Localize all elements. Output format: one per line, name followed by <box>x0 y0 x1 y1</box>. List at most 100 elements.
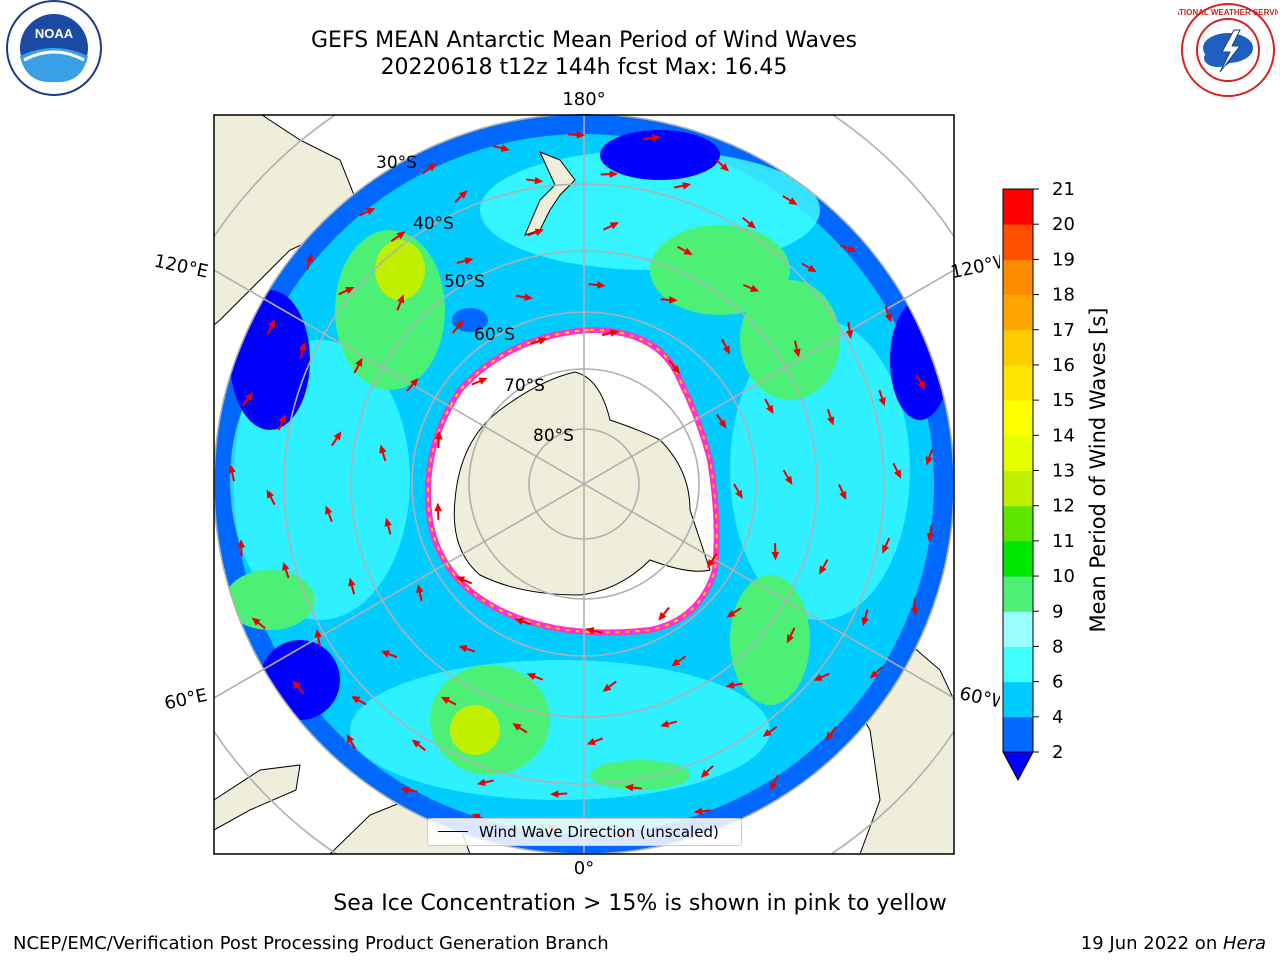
colorbar-tick-label: 15 <box>1052 390 1075 411</box>
lon-label-180: 180° <box>562 89 605 110</box>
wind-arrow-head <box>786 634 794 644</box>
wind-arrow-head <box>455 319 464 329</box>
legend-label: Wind Wave Direction (unscaled) <box>479 823 719 841</box>
wind-arrow-head <box>839 490 847 501</box>
wind-arrow-head <box>586 738 596 746</box>
wind-arrow-head <box>476 778 486 787</box>
wind-arrow-head <box>683 247 693 256</box>
colorbar-tick-label: 16 <box>1052 355 1075 376</box>
wind-arrow-head <box>602 683 612 692</box>
wind-arrow-head <box>725 681 735 689</box>
wind-arrow-head <box>682 182 692 190</box>
wind-arrow-head <box>292 680 301 690</box>
wind-arrow-head <box>526 673 536 681</box>
colorbar-segment <box>1003 259 1033 296</box>
sea-ice-caption: Sea Ice Concentration > 15% is shown in … <box>333 891 947 916</box>
wind-arrow-head <box>766 404 774 414</box>
wind-arrow-head <box>735 489 743 499</box>
lat-label-80s: 80°S <box>533 426 574 446</box>
wind-arrow-head <box>228 464 236 474</box>
wind-arrow-head <box>926 532 934 542</box>
footer-credit: NCEP/EMC/Verification Post Processing Pr… <box>13 933 609 954</box>
wind-arrow-head <box>819 565 827 575</box>
lon-label-0: 0° <box>574 858 594 879</box>
lat-label-40s: 40°S <box>413 214 454 234</box>
wind-arrow-head <box>624 783 634 792</box>
wind-arrow-head <box>861 617 869 627</box>
wind-arrow-head <box>747 220 756 229</box>
lat-label-30s: 30°S <box>376 153 417 173</box>
footer-date: 19 Jun 2022 on Hera <box>1081 933 1266 954</box>
wind-arrow-head <box>282 561 290 571</box>
wind-arrow-head <box>434 502 442 512</box>
wind-arrow-head <box>245 392 254 402</box>
lon-label-120e: 120°E <box>152 251 210 283</box>
wind-arrow-head <box>333 431 342 441</box>
legend-line-sample <box>438 831 468 832</box>
lat-label-50s: 50°S <box>444 272 485 292</box>
wind-arrow-head <box>416 584 424 594</box>
wind-arrow-head <box>917 380 926 390</box>
lat-label-70s: 70°S <box>504 376 545 396</box>
wind-arrow-head <box>514 617 524 625</box>
wind-arrow-head <box>379 444 387 454</box>
wind-arrow-head <box>538 337 548 345</box>
wind-arrow-head <box>651 134 661 142</box>
wind-arrow-head <box>884 313 892 323</box>
wind-arrow-head <box>355 357 363 367</box>
colorbar-segment <box>1003 294 1033 331</box>
wind-arrow-head <box>813 673 823 681</box>
wind-arrow-head <box>237 539 246 548</box>
colorbar-tick-label: 14 <box>1052 425 1075 446</box>
wind-arrow-head <box>845 330 854 340</box>
wind-arrow-head <box>314 629 322 638</box>
wind-arrow-head <box>396 231 406 240</box>
wind-arrow-head <box>668 296 678 304</box>
wind-arrow-head <box>366 208 376 216</box>
wind-arrow-head <box>512 723 522 731</box>
wind-arrow-head <box>788 197 798 205</box>
colorbar-tick-label: 2 <box>1052 742 1063 763</box>
wind-arrow-head <box>609 329 619 337</box>
wind-arrow-head <box>325 505 333 515</box>
wind-arrow-head <box>707 558 715 568</box>
colorbar-segment <box>1003 400 1033 436</box>
wind-arrow-head <box>524 293 534 301</box>
nws-logo-text: NATIONAL WEATHER SERVICE <box>1178 8 1278 17</box>
colorbar-segment <box>1003 646 1033 683</box>
colorbar-tick-label: 18 <box>1052 285 1075 306</box>
colorbar-tick-label: 21 <box>1052 179 1075 200</box>
wind-arrow-head <box>576 131 586 139</box>
wind-arrow-head <box>464 257 474 265</box>
wind-arrow-head <box>726 609 736 618</box>
colorbar-tick-label: 17 <box>1052 320 1075 341</box>
wind-arrow-head <box>427 163 437 172</box>
wind-arrow-head <box>609 170 619 178</box>
lon-label-60w: 60°W <box>958 683 1000 714</box>
wind-arrow-head <box>911 607 919 616</box>
wind-arrow-head <box>534 228 544 236</box>
wind-arrow-head <box>411 739 421 748</box>
chart-title: GEFS MEAN Antarctic Mean Period of Wind … <box>311 28 857 53</box>
wind-arrow-head <box>784 475 793 485</box>
wind-arrow-head <box>847 245 857 253</box>
colorbar-segment <box>1003 505 1033 542</box>
colorbar-under-triangle <box>1002 751 1034 782</box>
wind-arrow-head <box>825 731 834 741</box>
wind-arrow-head <box>534 176 544 185</box>
wind-arrow-head <box>410 377 419 387</box>
colorbar-segment <box>1003 435 1033 471</box>
wind-wave-arrows <box>228 131 934 837</box>
wind-arrow-head <box>596 281 606 289</box>
wind-arrow-head <box>500 144 510 152</box>
colorbar-tick-label: 13 <box>1052 461 1075 482</box>
wind-arrow-head <box>660 720 670 728</box>
wind-arrow-head <box>671 365 680 375</box>
lon-label-60e: 60°E <box>163 685 210 715</box>
wind-arrow-head <box>722 345 730 355</box>
wind-arrow-head <box>278 414 286 424</box>
wind-arrow-head <box>700 769 710 778</box>
footer-host: Hera <box>1222 933 1266 954</box>
wind-arrow-head <box>671 658 681 667</box>
wind-arrow-head <box>793 348 801 358</box>
